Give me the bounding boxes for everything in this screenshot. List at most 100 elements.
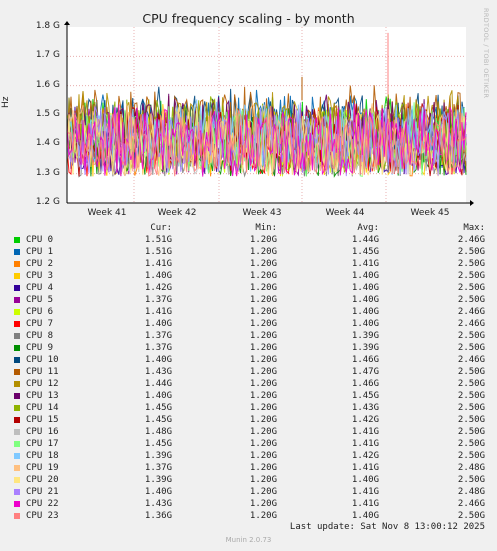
y-tick-label: 1.4 G xyxy=(35,138,60,149)
legend-max: 2.50G xyxy=(457,451,485,461)
legend-swatch xyxy=(14,417,20,423)
legend-row: CPU 3 1.40G 1.20G 1.40G 2.50G xyxy=(0,270,497,282)
legend-min: 1.20G xyxy=(249,331,277,341)
legend-max: 2.50G xyxy=(457,367,485,377)
legend-series-name: CPU 18 xyxy=(26,451,59,461)
legend-min: 1.20G xyxy=(249,247,277,257)
legend-max: 2.50G xyxy=(457,403,485,413)
legend-avg: 1.39G xyxy=(351,343,379,353)
chart-title: CPU frequency scaling - by month xyxy=(142,11,355,26)
y-tick-label: 1.2 G xyxy=(35,197,60,207)
y-axis-label: Hz xyxy=(1,96,11,109)
legend-swatch xyxy=(14,501,20,507)
legend-avg: 1.46G xyxy=(351,379,379,389)
legend-row: CPU 1 1.51G 1.20G 1.45G 2.50G xyxy=(0,246,497,258)
legend-cur: 1.36G xyxy=(144,511,172,521)
legend-row: CPU 9 1.37G 1.20G 1.39G 2.50G xyxy=(0,342,497,354)
legend-min: 1.20G xyxy=(249,271,277,281)
legend-swatch xyxy=(14,237,20,243)
legend-series-name: CPU 20 xyxy=(26,475,59,485)
legend-avg: 1.46G xyxy=(351,355,379,365)
legend-cur: 1.40G xyxy=(144,391,172,401)
munin-version: Munin 2.0.73 xyxy=(225,536,272,544)
legend-series-name: CPU 1 xyxy=(26,247,54,257)
legend-avg: 1.47G xyxy=(351,367,379,377)
legend-avg: 1.41G xyxy=(351,499,379,509)
legend-max: 2.46G xyxy=(457,319,485,329)
legend-cur: 1.40G xyxy=(144,319,172,329)
legend-max: 2.50G xyxy=(457,391,485,401)
legend-row: CPU 4 1.42G 1.20G 1.40G 2.50G xyxy=(0,282,497,294)
legend-series-name: CPU 21 xyxy=(26,487,59,497)
legend-series-name: CPU 11 xyxy=(26,367,59,377)
legend-cur: 1.42G xyxy=(144,283,172,293)
legend-rows: CPU 0 1.51G 1.20G 1.44G 2.46G CPU 1 1.51G 1.20G… xyxy=(0,234,497,522)
legend-avg: 1.41G xyxy=(351,463,379,473)
legend-swatch xyxy=(14,333,20,339)
x-axis-arrow xyxy=(470,200,474,206)
legend-cur: 1.41G xyxy=(144,307,172,317)
legend-avg: 1.44G xyxy=(351,235,379,245)
legend-cur: 1.48G xyxy=(144,427,172,437)
legend-series-name: CPU 6 xyxy=(26,307,54,317)
y-tick-label: 1.3 G xyxy=(35,167,60,178)
legend-min: 1.20G xyxy=(249,451,277,461)
legend-avg: 1.41G xyxy=(351,439,379,449)
legend-cur: 1.40G xyxy=(144,271,172,281)
legend-max: 2.46G xyxy=(457,499,485,509)
legend-swatch xyxy=(14,381,20,387)
legend-swatch xyxy=(14,321,20,327)
legend-series-name: CPU 4 xyxy=(26,283,54,293)
legend-min: 1.20G xyxy=(249,259,277,269)
legend-max: 2.46G xyxy=(457,307,485,317)
x-tick-label: Week 41 xyxy=(87,208,127,218)
legend-series-name: CPU 13 xyxy=(26,391,59,401)
legend-swatch xyxy=(14,393,20,399)
legend-max: 2.48G xyxy=(457,463,485,473)
y-tick-label: 1.6 G xyxy=(35,79,60,90)
legend-cur: 1.45G xyxy=(144,415,172,425)
legend-cur: 1.41G xyxy=(144,259,172,269)
legend-row: CPU 11 1.43G 1.20G 1.47G 2.50G xyxy=(0,366,497,378)
legend-avg: 1.40G xyxy=(351,511,379,521)
legend-swatch xyxy=(14,357,20,363)
legend-swatch xyxy=(14,249,20,255)
axes xyxy=(64,21,474,206)
legend-header: Cur: Min: Avg: Max: xyxy=(0,222,497,234)
legend-row: CPU 14 1.45G 1.20G 1.43G 2.50G xyxy=(0,402,497,414)
legend-row: CPU 8 1.37G 1.20G 1.39G 2.50G xyxy=(0,330,497,342)
legend-min: 1.20G xyxy=(249,295,277,305)
legend-max: 2.50G xyxy=(457,331,485,341)
series-lines xyxy=(66,32,467,178)
legend-series-name: CPU 19 xyxy=(26,463,59,473)
legend-avg: 1.41G xyxy=(351,487,379,497)
legend-max: 2.50G xyxy=(457,283,485,293)
legend-header-max: Max: xyxy=(463,223,485,233)
legend-cur: 1.39G xyxy=(144,451,172,461)
legend-swatch xyxy=(14,405,20,411)
y-tick-label: 1.8 G xyxy=(35,21,60,31)
legend-row: CPU 20 1.39G 1.20G 1.40G 2.50G xyxy=(0,474,497,486)
legend-max: 2.46G xyxy=(457,235,485,245)
legend-row: CPU 21 1.40G 1.20G 1.41G 2.48G xyxy=(0,486,497,498)
legend-min: 1.20G xyxy=(249,475,277,485)
y-tick-label: 1.7 G xyxy=(35,50,60,61)
legend-swatch xyxy=(14,465,20,471)
legend-min: 1.20G xyxy=(249,283,277,293)
legend-header-avg: Avg: xyxy=(357,223,379,233)
legend-row: CPU 18 1.39G 1.20G 1.42G 2.50G xyxy=(0,450,497,462)
legend-series-name: CPU 0 xyxy=(26,235,54,245)
last-update: Last update: Sat Nov 8 13:00:12 2025 xyxy=(289,522,485,532)
legend-min: 1.20G xyxy=(249,355,277,365)
legend-min: 1.20G xyxy=(249,319,277,329)
legend-cur: 1.45G xyxy=(144,439,172,449)
legend-cur: 1.39G xyxy=(144,475,172,485)
legend-series-name: CPU 9 xyxy=(26,343,54,353)
legend-row: CPU 15 1.45G 1.20G 1.42G 2.50G xyxy=(0,414,497,426)
legend-cur: 1.37G xyxy=(144,295,172,305)
legend-avg: 1.41G xyxy=(351,259,379,269)
legend-series-name: CPU 5 xyxy=(26,295,54,305)
legend-swatch xyxy=(14,369,20,375)
legend-max: 2.50G xyxy=(457,295,485,305)
legend-cur: 1.37G xyxy=(144,331,172,341)
